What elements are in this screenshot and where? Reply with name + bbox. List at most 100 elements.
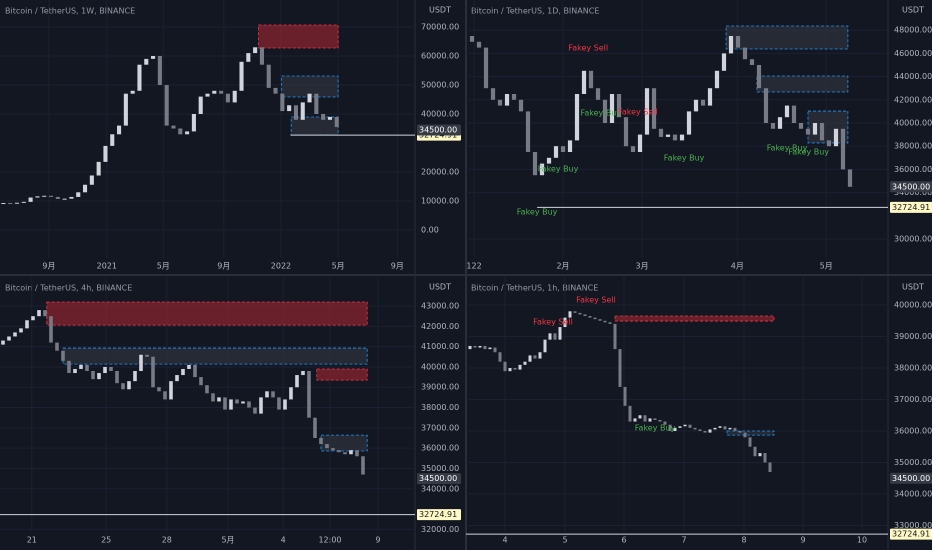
candle	[638, 415, 642, 419]
candle	[314, 93, 319, 114]
candle	[355, 450, 359, 457]
x-tick-label: 9	[800, 536, 805, 545]
x-tick-label: 5月	[157, 262, 170, 271]
candle	[593, 317, 597, 320]
candle	[283, 399, 287, 410]
candle	[595, 88, 601, 100]
x-tick-label: 6	[621, 536, 626, 545]
candle	[181, 368, 185, 376]
candle	[523, 361, 527, 365]
y-tick-label: 44000.00	[894, 72, 932, 81]
candle	[513, 368, 517, 370]
zone	[62, 347, 368, 365]
candle	[76, 192, 81, 197]
candle	[693, 427, 697, 430]
candle	[169, 381, 173, 400]
candle	[109, 366, 113, 372]
candle	[19, 328, 23, 333]
candle	[205, 385, 209, 394]
level-badge	[890, 201, 932, 213]
x-tick-label: 5	[562, 536, 567, 545]
candle	[651, 88, 657, 129]
candle	[686, 111, 692, 135]
x-tick-label: 28	[162, 536, 172, 545]
candle	[573, 311, 577, 313]
candle	[28, 197, 33, 202]
candle	[35, 196, 40, 198]
candle	[648, 418, 652, 422]
candle	[178, 128, 183, 135]
candle	[758, 453, 762, 457]
candle	[151, 356, 155, 388]
candle	[728, 35, 734, 54]
candle	[532, 151, 538, 176]
candle	[525, 111, 531, 152]
candle	[693, 99, 699, 112]
candle	[217, 397, 221, 402]
candle	[578, 312, 582, 315]
candle	[498, 352, 502, 362]
candle	[313, 417, 317, 438]
x-tick-label: 21	[27, 536, 37, 545]
zone	[320, 434, 368, 452]
price-badge	[417, 124, 461, 136]
candle	[212, 90, 217, 94]
candle	[273, 87, 278, 94]
y-tick-label: 38000.00	[894, 364, 932, 373]
candle	[307, 371, 311, 418]
x-tick-label: 2月	[556, 262, 569, 271]
candle	[812, 122, 818, 135]
candle	[96, 161, 101, 176]
candle	[497, 99, 503, 106]
candle	[643, 415, 647, 422]
candle	[83, 184, 88, 193]
y-tick-label: 36000.00	[894, 427, 932, 436]
candle	[756, 64, 762, 89]
panel-title: Bitcoin / TetherUS, 1h, BINANCE	[471, 284, 598, 293]
zone	[756, 75, 849, 93]
level-label: 32724.91	[892, 530, 930, 539]
candle	[748, 437, 752, 447]
x-tick-label: 9	[375, 536, 380, 545]
candle	[733, 427, 737, 432]
x-tick-label: 4	[281, 536, 286, 545]
x-tick-label: 2021	[97, 262, 117, 271]
candle	[137, 64, 142, 91]
candle	[673, 427, 677, 432]
x-tick-label: 12:00	[318, 536, 341, 545]
candle	[139, 354, 143, 372]
candle	[115, 371, 119, 384]
candle	[277, 397, 281, 410]
candle	[334, 116, 339, 128]
candle	[683, 424, 687, 427]
candle	[618, 349, 622, 387]
panel-title: Bitcoin / TetherUS, 4h, BINANCE	[5, 284, 132, 293]
candle	[223, 397, 227, 410]
candle	[205, 93, 210, 97]
candle	[247, 401, 251, 408]
candle	[672, 134, 678, 141]
zone	[726, 430, 775, 436]
candle	[543, 339, 547, 353]
candle	[665, 134, 671, 137]
y-tick-label: 40000.00	[421, 109, 459, 118]
candle	[735, 35, 741, 48]
candle	[187, 364, 191, 369]
y-tick-label: 38000.00	[421, 403, 459, 412]
candle	[7, 336, 11, 341]
candle	[476, 41, 482, 48]
candle	[658, 419, 662, 422]
candle	[608, 322, 612, 324]
candle	[644, 88, 650, 135]
candle	[259, 47, 264, 65]
annotation: Fakey Buy	[538, 165, 579, 174]
candle	[14, 202, 20, 204]
candle	[833, 128, 839, 147]
x-tick-label: 7	[681, 536, 686, 545]
candle	[121, 383, 125, 390]
y-tick-label: 30000.00	[894, 234, 932, 243]
y-tick-label: 34000.00	[894, 490, 932, 499]
candle	[473, 345, 477, 348]
annotation: Fakey Buy	[635, 423, 676, 432]
candle	[653, 418, 657, 420]
